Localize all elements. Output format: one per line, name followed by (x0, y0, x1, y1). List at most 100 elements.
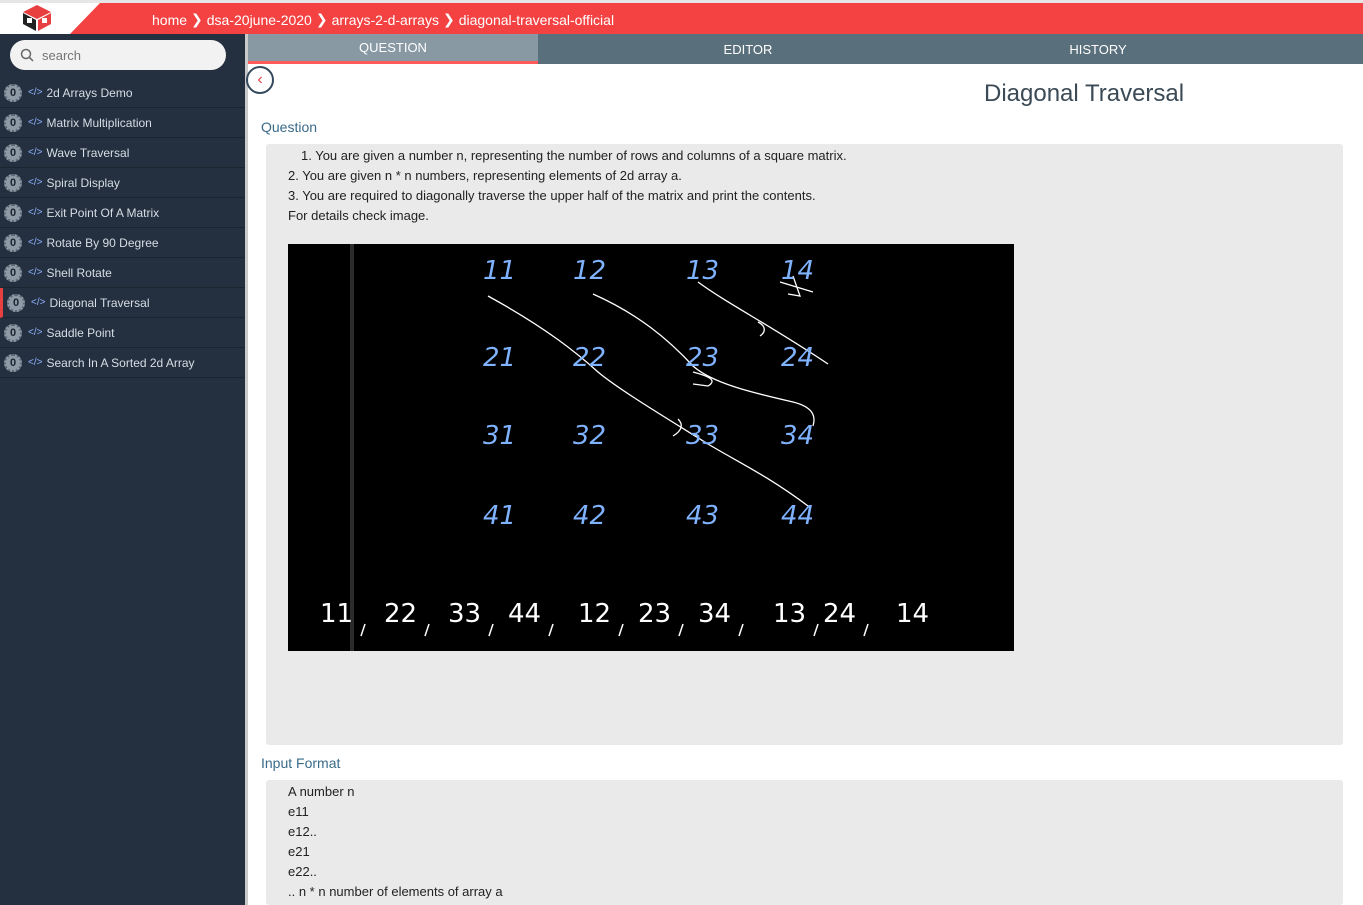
count-badge: 0 (4, 353, 22, 372)
code-icon: </> (31, 297, 46, 308)
count-badge: 0 (7, 293, 25, 312)
count-badge: 0 (4, 83, 22, 102)
comma-mark (738, 623, 744, 637)
count-badge: 0 (4, 173, 22, 192)
input-format-label: Input Format (261, 755, 341, 771)
count-badge: 0 (4, 113, 22, 132)
chevron-right-icon: ❯ (315, 11, 328, 27)
search-box[interactable] (10, 40, 226, 70)
sidebar-item[interactable]: 0 </> Exit Point Of A Matrix (0, 198, 245, 228)
matrix-cell-label: 31 (483, 421, 516, 451)
matrix-cell-label: 23 (686, 343, 719, 373)
matrix-cell-label: 21 (483, 343, 516, 373)
comma-mark (863, 623, 869, 637)
breadcrumb-course[interactable]: dsa-20june-2020 (206, 11, 312, 28)
matrix-cell-label: 44 (781, 501, 814, 531)
breadcrumb-topic[interactable]: arrays-2-d-arrays (331, 11, 439, 28)
sidebar-item-label: Saddle Point (46, 325, 115, 340)
sidebar-item[interactable]: 0 </> Diagonal Traversal (0, 288, 245, 318)
comma-mark (678, 623, 684, 637)
matrix-cell-label: 43 (686, 501, 719, 531)
output-sequence-value: 14 (896, 599, 929, 629)
comma-mark (360, 623, 366, 637)
matrix-cell-label: 33 (686, 421, 719, 451)
code-icon: </> (28, 327, 43, 338)
question-line: 3. You are required to diagonally traver… (288, 188, 816, 203)
comma-mark (424, 623, 430, 637)
sidebar-item-label: Wave Traversal (46, 145, 130, 160)
search-icon (20, 48, 34, 62)
diagram-svg: 11 12 13 14 21 22 23 24 31 32 33 34 41 42 43 44 11 22 33 4… (320, 244, 929, 651)
code-icon: </> (28, 177, 43, 188)
question-line: For details check image. (288, 208, 429, 223)
sidebar-item[interactable]: 0 </> Saddle Point (0, 318, 245, 348)
comma-mark (548, 623, 554, 637)
collapse-sidebar-button[interactable]: ‹ (246, 66, 274, 94)
input-format-text: A number n e11 e12.. e21 e22.. .. n * n … (288, 782, 503, 902)
matrix-cell-label: 14 (781, 256, 814, 286)
comma-mark (813, 623, 819, 637)
matrix-cell-label: 42 (573, 501, 606, 531)
code-icon: </> (28, 357, 43, 368)
question-label: Question (261, 119, 318, 135)
output-sequence-value: 12 (578, 599, 611, 629)
matrix-cell-label: 13 (686, 256, 719, 286)
output-sequence-value: 24 (823, 599, 856, 629)
question-panel: 1. You are given a number n, representin… (266, 144, 1343, 745)
problem-list: 0 </> 2d Arrays Demo 0 </> Matrix Multiplicat… (0, 78, 245, 378)
breadcrumb-bar (70, 3, 1363, 34)
input-line: e21 (288, 844, 310, 859)
sidebar-item[interactable]: 0 </> Search In A Sorted 2d Array (0, 348, 245, 378)
code-icon: </> (28, 207, 43, 218)
sidebar-item-label: Shell Rotate (46, 265, 112, 280)
search-input[interactable] (42, 47, 212, 63)
comma-mark (618, 623, 624, 637)
sidebar-item-label: 2d Arrays Demo (46, 85, 133, 100)
tab-history[interactable]: HISTORY (1069, 41, 1127, 57)
tab-question[interactable]: QUESTION (248, 34, 538, 64)
sidebar-item[interactable]: 0 </> Matrix Multiplication (0, 108, 245, 138)
count-badge: 0 (4, 143, 22, 162)
matrix-cell-label: 32 (573, 421, 606, 451)
breadcrumb-home[interactable]: home (152, 11, 188, 28)
sidebar-item-label: Search In A Sorted 2d Array (46, 355, 195, 370)
code-icon: </> (28, 237, 43, 248)
sidebar-item[interactable]: 0 </> Wave Traversal (0, 138, 245, 168)
input-line: .. n * n number of elements of array a (288, 884, 503, 899)
page-title: Diagonal Traversal (984, 80, 1185, 107)
output-sequence-value: 11 (320, 599, 353, 629)
matrix-cell-label: 24 (781, 343, 814, 373)
question-line: 1. You are given a number n, representin… (301, 148, 847, 163)
count-badge: 0 (4, 263, 22, 282)
sidebar-item-label: Rotate By 90 Degree (46, 235, 159, 250)
top-bar: home ❯ dsa-20june-2020 ❯ arrays-2-d-arra… (0, 0, 1363, 34)
logo-icon[interactable] (20, 4, 54, 32)
count-badge: 0 (4, 323, 22, 342)
matrix-cell-label: 41 (483, 501, 516, 531)
sidebar-item[interactable]: 0 </> 2d Arrays Demo (0, 78, 245, 108)
output-sequence-value: 44 (508, 599, 541, 629)
breadcrumb-current: diagonal-traversal-official (458, 11, 615, 28)
question-line: 2. You are given n * n numbers, represen… (288, 168, 682, 183)
input-line: e12.. (288, 824, 317, 839)
code-icon: </> (28, 267, 43, 278)
sidebar-item-label: Exit Point Of A Matrix (46, 205, 160, 220)
top-divider (0, 0, 1363, 3)
input-line: e22.. (288, 864, 317, 879)
sidebar-item-label: Diagonal Traversal (49, 295, 150, 310)
question-content: ‹ Diagonal Traversal Question 1. You are… (246, 64, 1363, 905)
matrix-cell-label: 34 (781, 421, 814, 451)
sidebar-item[interactable]: 0 </> Rotate By 90 Degree (0, 228, 245, 258)
comma-mark (488, 623, 494, 637)
sidebar-item[interactable]: 0 </> Spiral Display (0, 168, 245, 198)
count-badge: 0 (4, 233, 22, 252)
output-sequence-value: 22 (384, 599, 417, 629)
chevron-left-icon: ‹ (257, 71, 263, 88)
matrix-cell-label: 11 (483, 256, 516, 286)
tab-editor[interactable]: EDITOR (723, 41, 773, 57)
question-text: 1. You are given a number n, representin… (288, 146, 847, 226)
sidebar-item-label: Spiral Display (46, 175, 120, 190)
sidebar-item[interactable]: 0 </> Shell Rotate (0, 258, 245, 288)
code-icon: </> (28, 87, 43, 98)
output-sequence-value: 33 (448, 599, 481, 629)
